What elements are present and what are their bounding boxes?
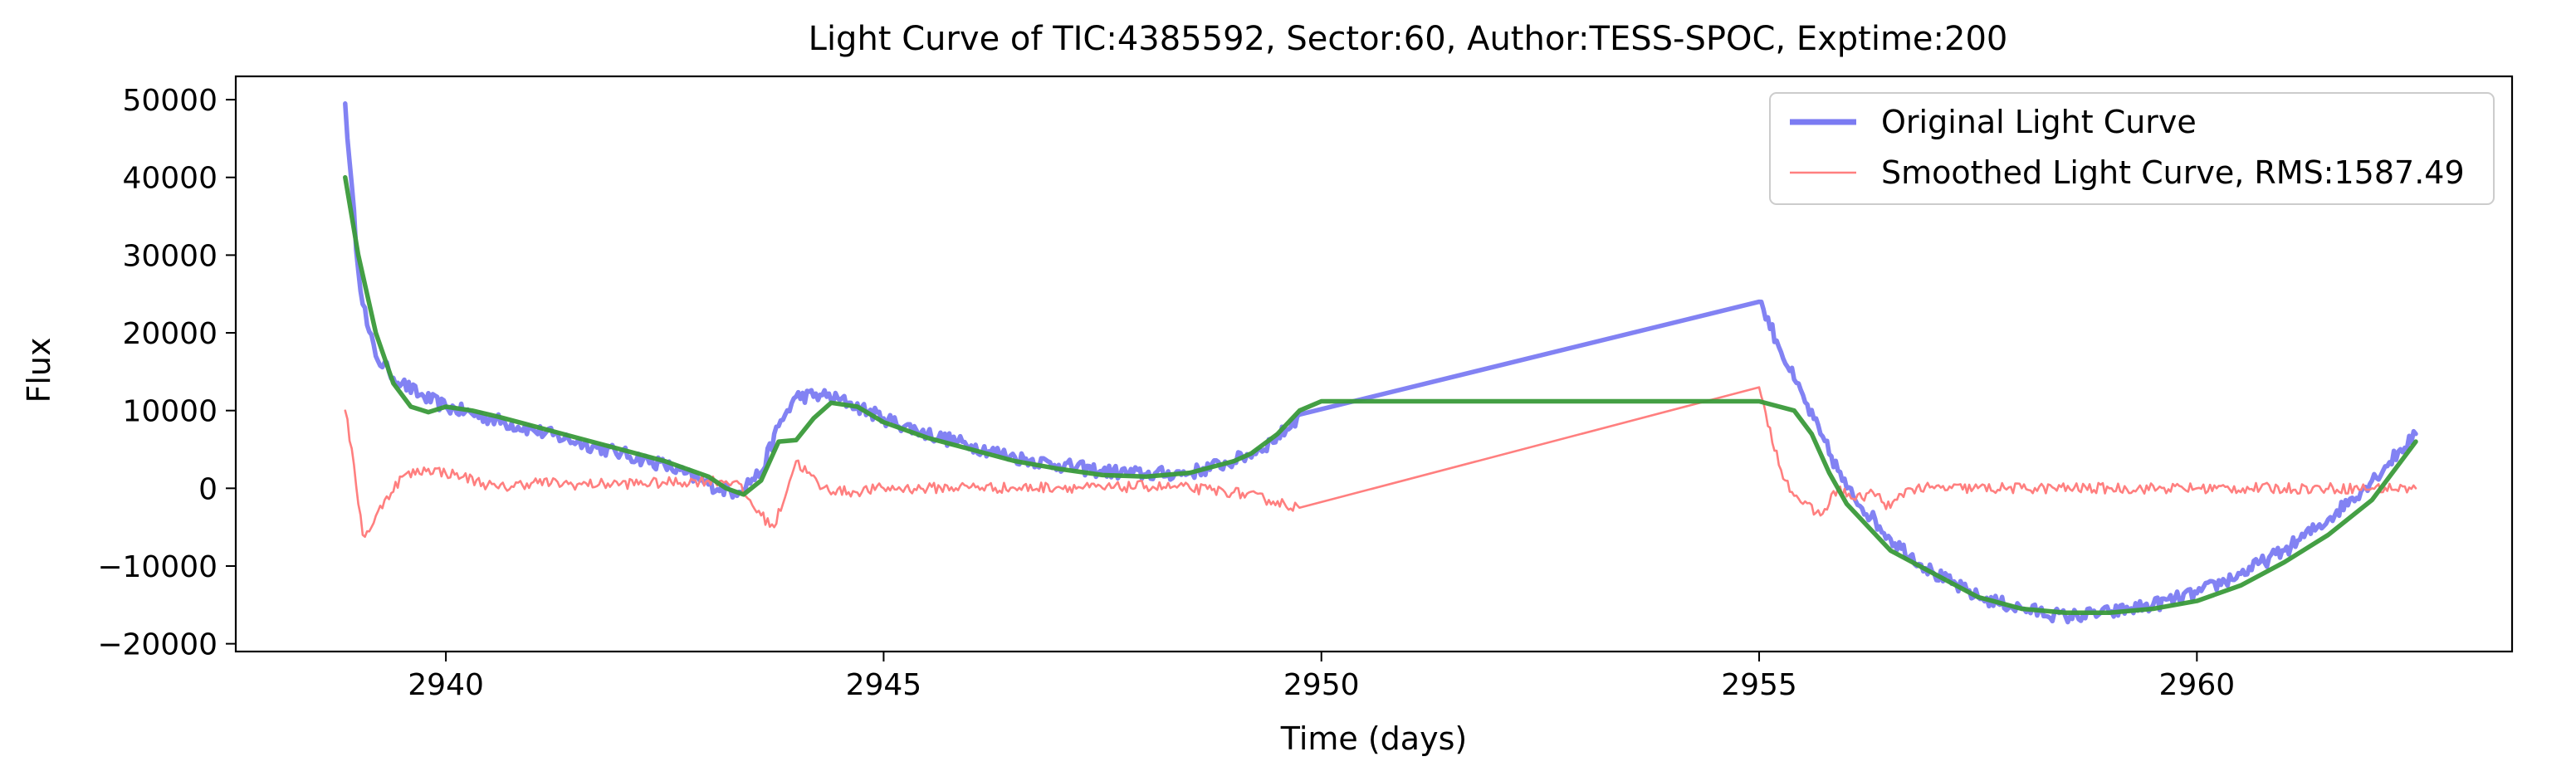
- x-tick-label: 2940: [408, 668, 484, 702]
- y-tick-label: −10000: [97, 550, 218, 584]
- x-tick-label: 2950: [1283, 668, 1360, 702]
- series-smoothed-light-curve: [344, 386, 2417, 539]
- x-tick-label: 2960: [2159, 668, 2236, 702]
- series-layer: [343, 101, 2418, 625]
- y-tick-label: 20000: [122, 317, 218, 351]
- y-tick-label: 30000: [122, 239, 218, 273]
- y-tick-label: 10000: [122, 395, 218, 429]
- y-tick-label: 0: [198, 472, 218, 506]
- y-tick-label: −20000: [97, 628, 218, 662]
- y-tick-label: 40000: [122, 162, 218, 196]
- plot-frame: [234, 75, 2514, 653]
- y-axis: −20000 −10000 0 10000 20000 30000 40000 50000: [97, 84, 236, 662]
- x-axis-label: Time (days): [1280, 720, 1467, 757]
- legend[interactable]: Original Light Curve Smoothed Light Curv…: [1769, 92, 2495, 205]
- x-tick-label: 2955: [1721, 668, 1797, 702]
- plot-area: [234, 75, 2514, 653]
- legend-box: [1769, 92, 2495, 205]
- x-tick-label: 2945: [846, 668, 922, 702]
- legend-label-original: Original Light Curve: [1881, 104, 2197, 140]
- y-axis-label: Flux: [21, 338, 57, 403]
- series-smoothed-trend: [343, 174, 2418, 615]
- x-axis: 2940 2945 2950 2955 2960: [408, 652, 2235, 702]
- chart-title: Light Curve of TIC:4385592, Sector:60, A…: [809, 20, 2008, 58]
- legend-label-smoothed: Smoothed Light Curve, RMS:1587.49: [1881, 154, 2465, 191]
- y-tick-label: 50000: [122, 84, 218, 118]
